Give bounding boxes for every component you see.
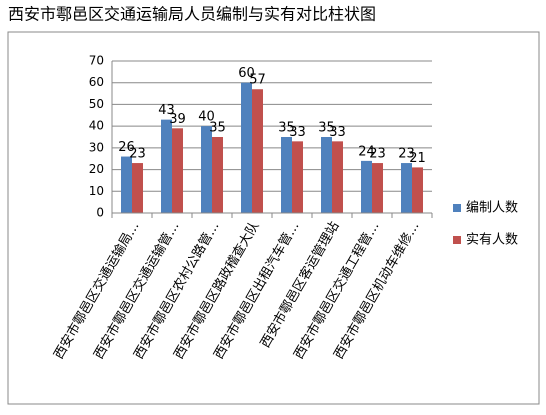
value-label: 33 — [329, 125, 346, 140]
bar — [201, 126, 212, 213]
value-label: 60 — [238, 66, 255, 81]
x-tick-label: 西安市鄠邑区客运管理站 — [257, 219, 342, 351]
y-tick-label: 40 — [89, 119, 104, 133]
y-tick-label: 60 — [89, 75, 104, 89]
y-tick-label: 10 — [89, 184, 104, 198]
value-label: 40 — [198, 110, 215, 125]
legend-swatch — [453, 204, 461, 212]
value-label: 35 — [209, 121, 226, 136]
value-label: 23 — [129, 147, 146, 162]
value-label: 35 — [318, 121, 335, 136]
bar — [361, 160, 372, 213]
value-label: 43 — [158, 103, 175, 118]
chart-title: 西安市鄠邑区交通运输局人员编制与实有对比柱状图 — [8, 5, 376, 24]
bar — [172, 128, 183, 213]
bar — [161, 119, 172, 213]
y-tick-label: 50 — [89, 97, 104, 111]
bar — [401, 163, 412, 213]
value-label: 23 — [369, 147, 386, 162]
value-label: 35 — [278, 121, 295, 136]
value-label: 26 — [118, 140, 135, 155]
value-label: 33 — [289, 125, 306, 140]
legend-label: 实有人数 — [466, 233, 518, 248]
bar — [321, 137, 332, 213]
y-tick-label: 20 — [89, 162, 104, 176]
value-label: 39 — [169, 112, 186, 127]
bar — [241, 82, 252, 213]
legend-label: 编制人数 — [466, 201, 518, 216]
bar — [132, 163, 143, 213]
bar — [412, 167, 423, 213]
value-label: 24 — [358, 144, 375, 159]
bar — [121, 156, 132, 213]
bar — [292, 141, 303, 213]
y-tick-label: 30 — [89, 140, 104, 154]
chart-border — [7, 31, 540, 405]
legend-swatch — [453, 236, 461, 244]
bar — [252, 89, 263, 213]
bar — [212, 137, 223, 213]
value-label: 57 — [249, 73, 266, 88]
bar — [332, 141, 343, 213]
value-label: 23 — [398, 147, 415, 162]
y-tick-label: 70 — [89, 54, 104, 68]
value-label: 21 — [409, 151, 426, 166]
bar — [281, 137, 292, 213]
y-tick-label: 0 — [96, 206, 104, 220]
bar — [372, 163, 383, 213]
